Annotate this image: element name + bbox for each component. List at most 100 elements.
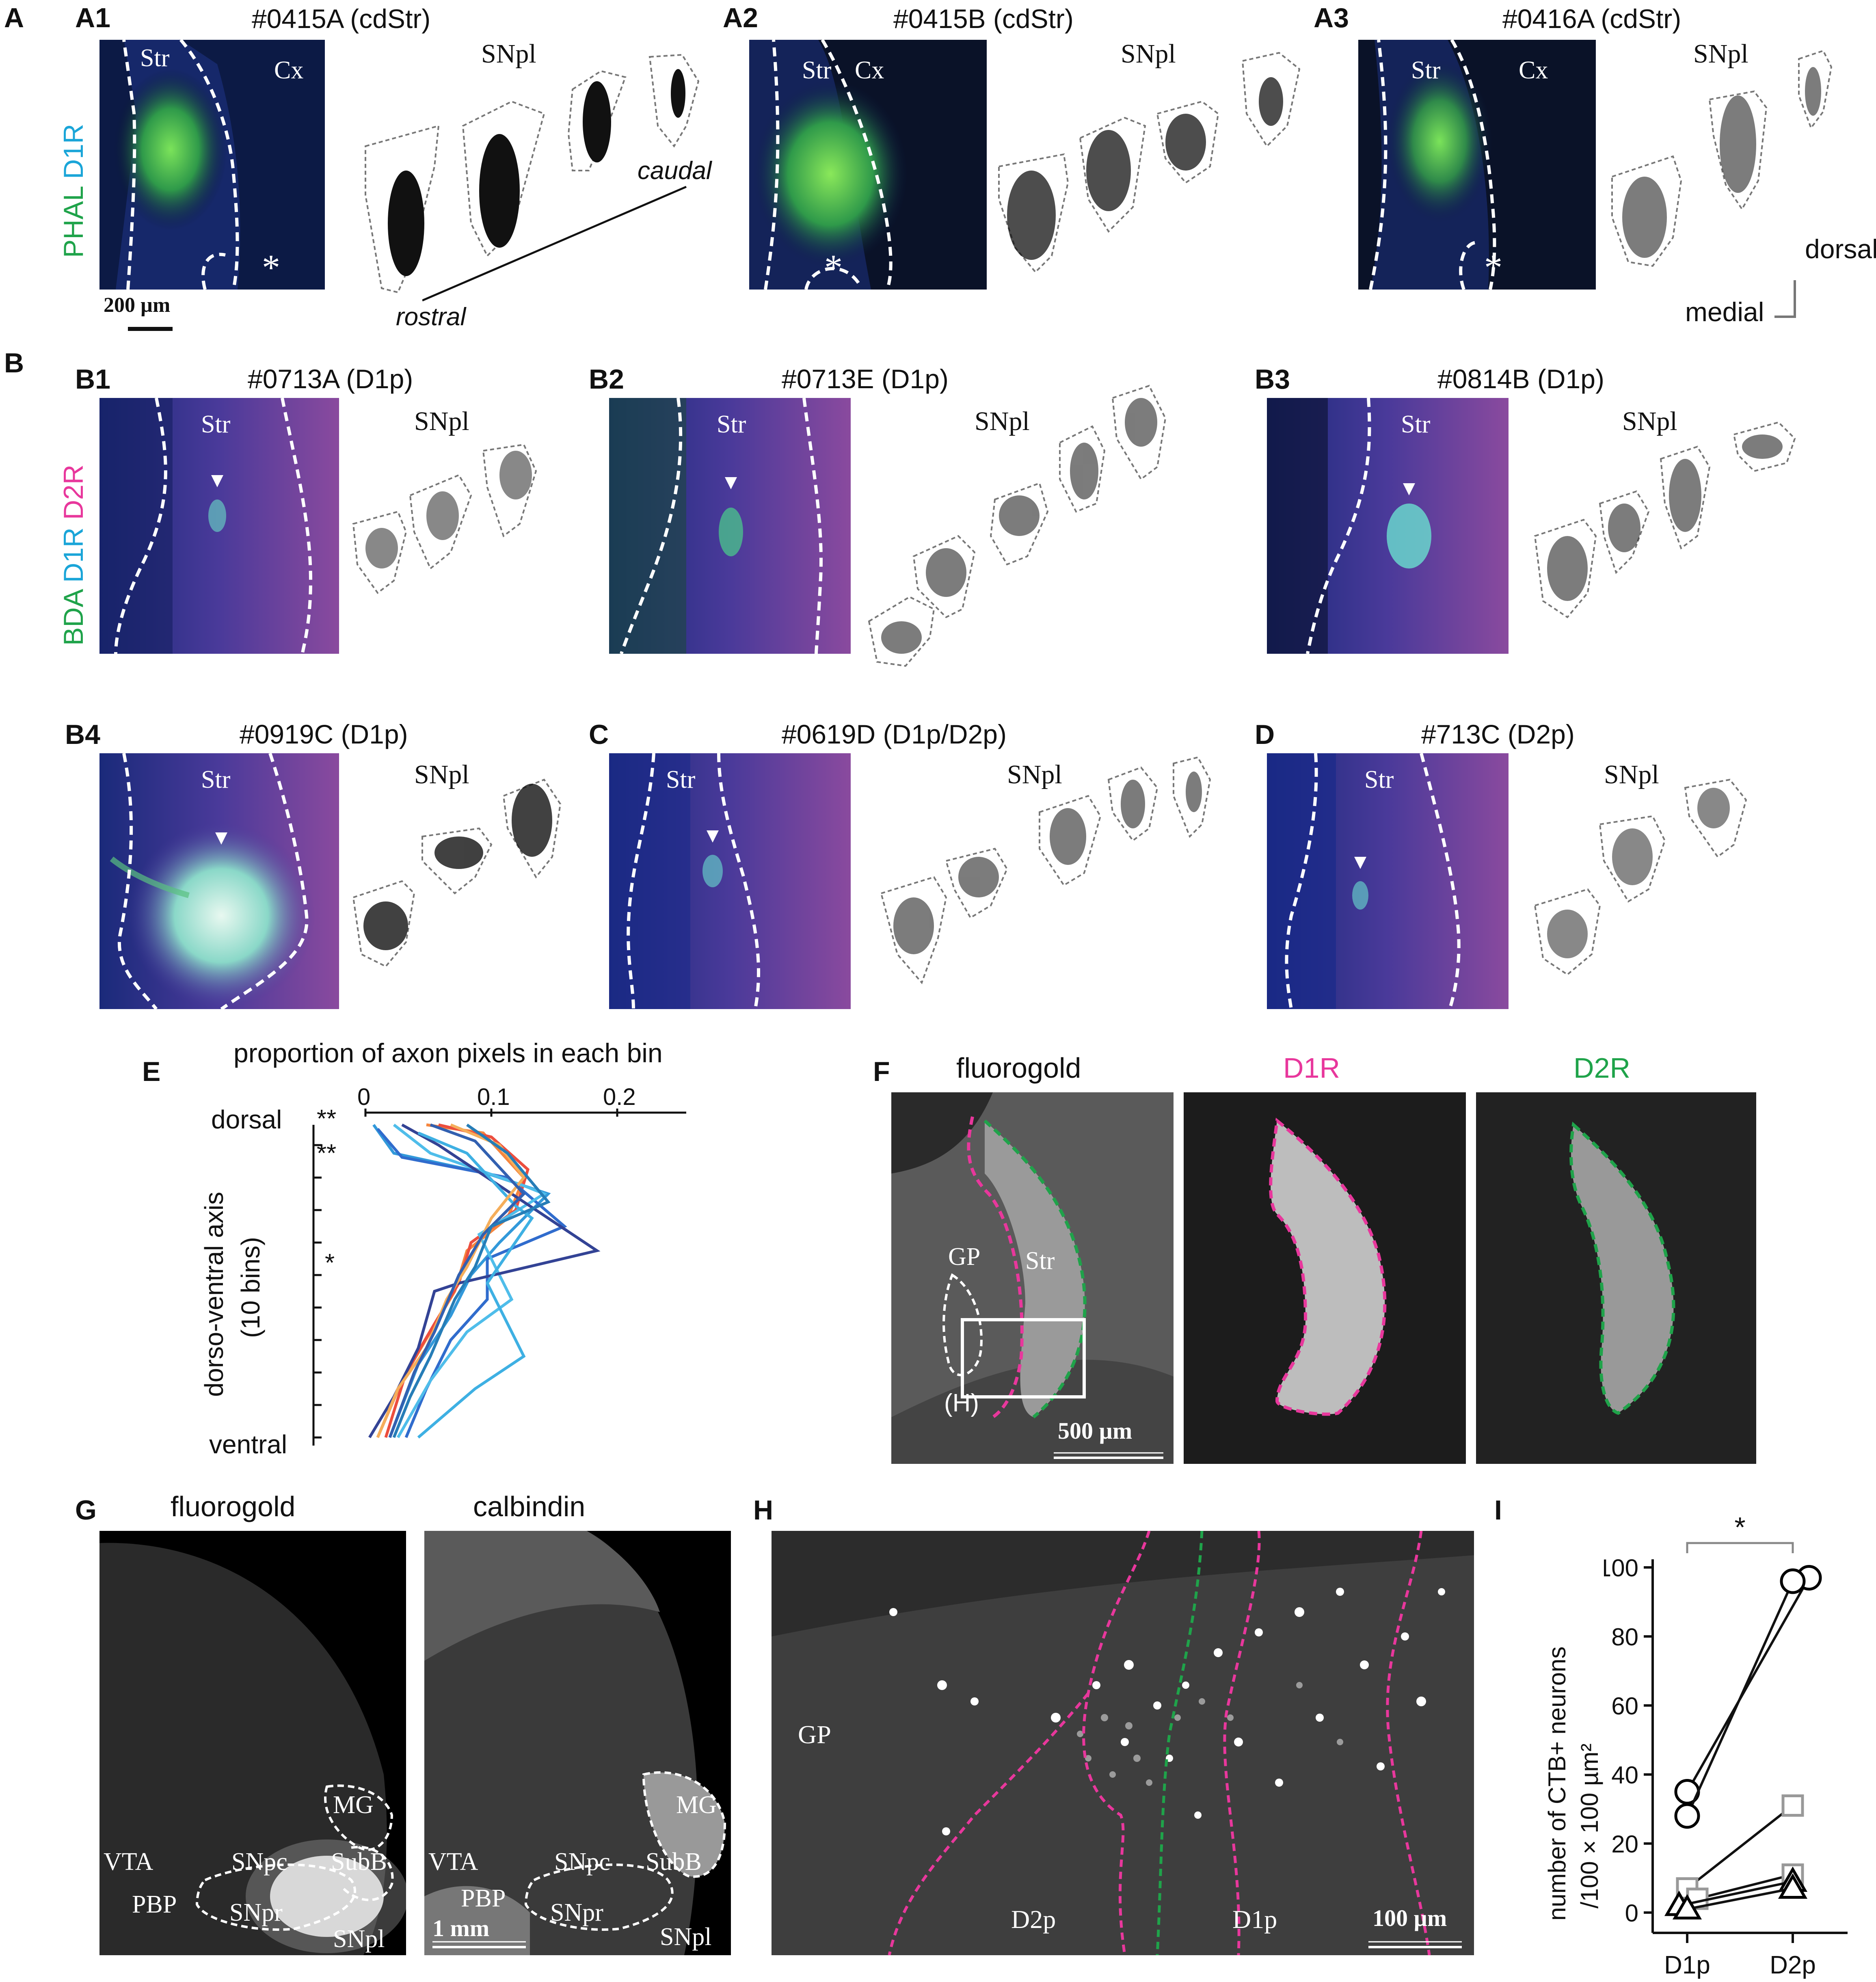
region-snpl: SNpl bbox=[660, 1923, 712, 1951]
y-tick-label: 60 bbox=[1611, 1692, 1638, 1720]
label-gp: GP bbox=[798, 1720, 831, 1749]
chart-panel-i: 0 20 40 60 80 100 D1p D2p * bbox=[1604, 1511, 1848, 1979]
panel-g-title-calbindin: calbindin bbox=[473, 1491, 586, 1522]
label-str: Str bbox=[1364, 766, 1394, 793]
y-tick-label: 0 bbox=[1625, 1900, 1638, 1927]
region-vta: VTA bbox=[104, 1848, 153, 1876]
label-d1p: D1p bbox=[1232, 1905, 1277, 1934]
snpl-outline-a3 bbox=[1611, 50, 1833, 267]
series-line bbox=[1697, 1873, 1793, 1900]
medial-label: medial bbox=[1685, 297, 1764, 327]
panel-e-xlabel: proportion of axon pixels in each bin bbox=[233, 1038, 663, 1068]
panel-a-stain-label: PHAL D1R bbox=[58, 124, 89, 258]
panel-letter-b: B bbox=[4, 348, 24, 378]
panel-label-a1: A1 bbox=[75, 2, 110, 33]
micrograph-a1: Str Cx * bbox=[99, 40, 325, 290]
panel-f-title-d2r: D2R bbox=[1573, 1052, 1631, 1084]
snpl-label: SNpl bbox=[1604, 760, 1659, 789]
panel-e-ylabel-2: (10 bins) bbox=[236, 1237, 266, 1338]
region-snpr: SNpr bbox=[229, 1899, 283, 1926]
snpl-label: SNpl bbox=[1007, 760, 1062, 789]
panel-f-title-fluorogold: fluorogold bbox=[956, 1052, 1081, 1084]
region-snpr: SNpr bbox=[550, 1899, 603, 1926]
snpl-outline-b3 bbox=[1534, 421, 1796, 618]
data-point-triangle bbox=[1778, 1873, 1808, 1899]
snpl-label: SNpl bbox=[1693, 39, 1748, 69]
sig-marker-2: ** bbox=[317, 1139, 337, 1167]
scalebar-1mm: 1 mm bbox=[432, 1915, 490, 1941]
chart-ylabel-line1: number of CTB+ neurons bbox=[1543, 1647, 1571, 1921]
series-line bbox=[1686, 1805, 1794, 1889]
panel-label-b3: B3 bbox=[1255, 364, 1290, 395]
panel-b4-title: #0919C (D1p) bbox=[240, 719, 408, 749]
micrograph-h: GP D2p D1p 100 µm bbox=[772, 1531, 1474, 1955]
panel-letter-f: F bbox=[873, 1056, 890, 1087]
micrograph-a2: Str Cx * bbox=[749, 40, 987, 290]
label-d2p: D2p bbox=[1011, 1905, 1056, 1934]
significance-bracket bbox=[1686, 1542, 1794, 1553]
y-tick-label: 40 bbox=[1611, 1762, 1638, 1789]
series-line bbox=[1686, 1580, 1794, 1817]
series-line bbox=[1687, 1887, 1793, 1911]
panel-e-xtick-1: 0.1 bbox=[477, 1084, 510, 1110]
panel-letter-g: G bbox=[75, 1495, 97, 1526]
region-subb: SubB bbox=[331, 1848, 387, 1876]
micrograph-b2: Str bbox=[609, 398, 851, 654]
region-vta: VTA bbox=[428, 1848, 478, 1876]
ylabel-line1: dorso-ventral axis bbox=[199, 1191, 229, 1397]
scalebar-100um: 100 µm bbox=[1372, 1905, 1447, 1931]
panel-label-b4: B4 bbox=[65, 719, 100, 750]
x-tick-label: D1p bbox=[1664, 1951, 1710, 1979]
region-snpl: SNpl bbox=[333, 1925, 385, 1953]
panel-letter-a: A bbox=[4, 2, 24, 33]
region-snpc: SNpc bbox=[554, 1848, 610, 1876]
data-point-circle bbox=[1780, 1568, 1806, 1594]
snpl-label: SNpl bbox=[414, 760, 469, 789]
panel-label-b1: B1 bbox=[75, 364, 110, 395]
region-subb: SubB bbox=[646, 1848, 702, 1876]
orientation-axes bbox=[1774, 280, 1796, 318]
panel-e-plot bbox=[312, 1109, 686, 1446]
panel-b2-title: #0713E (D1p) bbox=[782, 364, 949, 394]
scalebar-200um: 200 µm bbox=[104, 294, 171, 317]
label-str: Str bbox=[140, 44, 170, 72]
micrograph-b1: Str bbox=[99, 398, 339, 654]
label-str: Str bbox=[1401, 411, 1431, 438]
data-point-square bbox=[1781, 1794, 1804, 1817]
snpl-label: SNpl bbox=[1622, 406, 1677, 436]
panel-a2-title: #0415B (cdStr) bbox=[893, 4, 1074, 34]
panel-g-title-fluorogold: fluorogold bbox=[171, 1491, 296, 1522]
rostral-caudal-axis bbox=[422, 186, 687, 302]
ylabel-text-1: number of CTB+ neurons bbox=[1543, 1646, 1571, 1921]
scalebar-line bbox=[128, 327, 173, 331]
dorsal-label: dorsal bbox=[1805, 234, 1876, 264]
snpl-outline-b4 bbox=[352, 778, 562, 968]
snpl-label: SNpl bbox=[1121, 39, 1176, 69]
panel-e-ylabel: dorso-ventral axis bbox=[199, 1192, 229, 1397]
snpl-label: SNpl bbox=[481, 39, 536, 69]
caudal-label: caudal bbox=[638, 157, 712, 185]
panel-a3-title: #0416A (cdStr) bbox=[1502, 4, 1681, 34]
panel-b1-title: #0713A (D1p) bbox=[248, 364, 413, 394]
panel-d-title: #713C (D2p) bbox=[1421, 719, 1575, 749]
panel-label-a3: A3 bbox=[1314, 2, 1349, 33]
significance-star: * bbox=[1734, 1511, 1745, 1543]
label-cx: Cx bbox=[274, 56, 304, 84]
region-mg: MG bbox=[676, 1791, 717, 1819]
snpl-outline-a2 bbox=[998, 52, 1301, 273]
panel-label-a2: A2 bbox=[723, 2, 758, 33]
asterisk: * bbox=[1484, 248, 1502, 288]
label-cx: Cx bbox=[855, 56, 884, 84]
stain-d1r: D1R bbox=[58, 123, 89, 179]
micrograph-d: Str bbox=[1267, 753, 1509, 1009]
snpl-label: SNpl bbox=[975, 406, 1030, 436]
panel-letter-h: H bbox=[753, 1495, 774, 1526]
ylabel-line2: (10 bins) bbox=[236, 1237, 265, 1338]
sig-marker-1: ** bbox=[317, 1105, 337, 1133]
ventral-label: ventral bbox=[209, 1430, 287, 1459]
micrograph-f-d1r bbox=[1184, 1092, 1466, 1464]
series-line bbox=[1679, 1880, 1793, 1907]
panel-f-title-d1r: D1R bbox=[1283, 1052, 1340, 1084]
panel-letter-e: E bbox=[142, 1056, 161, 1087]
label-str: Str bbox=[717, 411, 746, 438]
